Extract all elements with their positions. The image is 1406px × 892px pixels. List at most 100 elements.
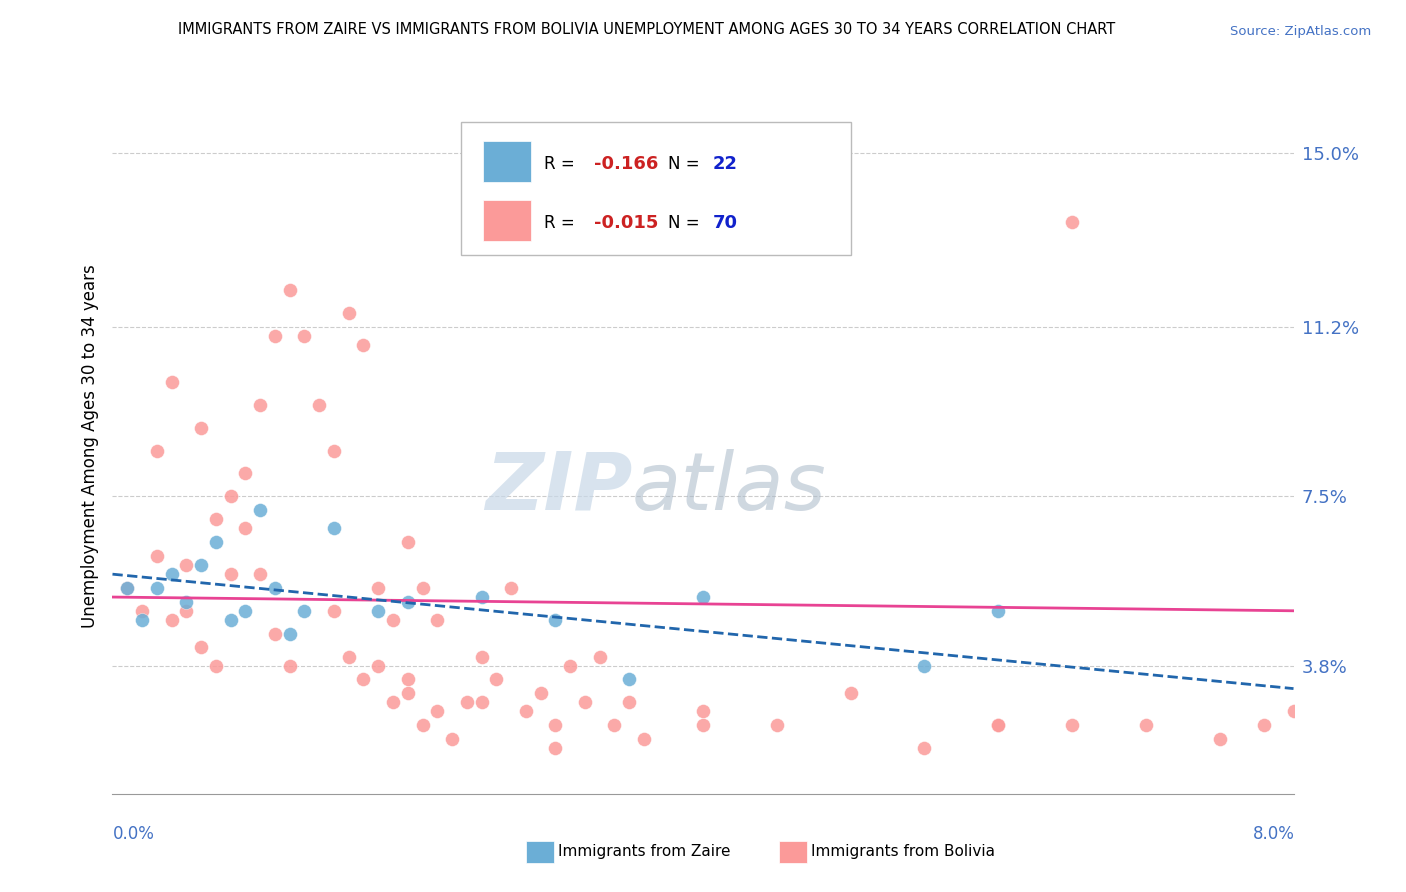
Point bbox=[367, 581, 389, 595]
Point bbox=[471, 590, 494, 604]
Text: 70: 70 bbox=[713, 214, 738, 232]
Point bbox=[131, 613, 153, 627]
Point bbox=[765, 718, 787, 732]
Point bbox=[367, 658, 389, 673]
Point bbox=[544, 613, 567, 627]
Point bbox=[205, 658, 228, 673]
Point bbox=[560, 658, 582, 673]
Point bbox=[278, 284, 301, 298]
Point bbox=[692, 705, 714, 719]
Point bbox=[471, 649, 494, 664]
Point bbox=[352, 673, 374, 687]
Point bbox=[544, 718, 567, 732]
Point bbox=[117, 581, 138, 595]
Point bbox=[914, 658, 936, 673]
Text: -0.166: -0.166 bbox=[595, 155, 659, 173]
Point bbox=[174, 558, 197, 572]
Point bbox=[1208, 731, 1232, 746]
Point bbox=[190, 640, 212, 655]
Point bbox=[219, 613, 242, 627]
Point bbox=[190, 420, 212, 434]
Point bbox=[382, 613, 405, 627]
Text: atlas: atlas bbox=[633, 449, 827, 527]
Point bbox=[146, 443, 169, 458]
Point bbox=[396, 535, 419, 549]
Text: R =: R = bbox=[544, 214, 579, 232]
Point bbox=[205, 512, 228, 526]
Point bbox=[588, 649, 610, 664]
Point bbox=[396, 673, 419, 687]
Point bbox=[323, 443, 346, 458]
Text: N =: N = bbox=[668, 155, 704, 173]
Point bbox=[117, 581, 138, 595]
Point bbox=[249, 567, 271, 582]
Point bbox=[426, 705, 449, 719]
Point bbox=[352, 338, 374, 352]
Text: Immigrants from Zaire: Immigrants from Zaire bbox=[558, 845, 731, 859]
Point bbox=[264, 626, 287, 640]
Point bbox=[574, 695, 596, 709]
Point bbox=[412, 718, 434, 732]
Point bbox=[160, 567, 183, 582]
Text: 22: 22 bbox=[713, 155, 738, 173]
Point bbox=[692, 590, 714, 604]
Text: N =: N = bbox=[668, 214, 704, 232]
Point bbox=[382, 695, 405, 709]
Point bbox=[233, 467, 256, 481]
Point bbox=[603, 718, 626, 732]
Text: 8.0%: 8.0% bbox=[1253, 825, 1295, 843]
Point bbox=[426, 613, 449, 627]
Point bbox=[337, 306, 360, 320]
Point bbox=[146, 549, 169, 563]
Point bbox=[633, 731, 655, 746]
Point bbox=[515, 705, 537, 719]
Text: Source: ZipAtlas.com: Source: ZipAtlas.com bbox=[1230, 25, 1371, 38]
Text: R =: R = bbox=[544, 155, 579, 173]
Point bbox=[987, 718, 1010, 732]
Point bbox=[233, 604, 256, 618]
Point bbox=[160, 375, 183, 389]
Point bbox=[249, 503, 271, 517]
Text: -0.015: -0.015 bbox=[595, 214, 659, 232]
Point bbox=[839, 686, 862, 700]
Text: Immigrants from Bolivia: Immigrants from Bolivia bbox=[811, 845, 995, 859]
FancyBboxPatch shape bbox=[484, 141, 530, 182]
Point bbox=[131, 604, 153, 618]
Point bbox=[367, 604, 389, 618]
Point bbox=[308, 398, 330, 412]
Point bbox=[219, 489, 242, 503]
FancyBboxPatch shape bbox=[484, 200, 530, 242]
Text: 0.0%: 0.0% bbox=[112, 825, 155, 843]
Point bbox=[1062, 215, 1084, 229]
Point bbox=[619, 673, 641, 687]
Point bbox=[914, 741, 936, 756]
Text: ZIP: ZIP bbox=[485, 449, 633, 527]
Point bbox=[174, 594, 197, 608]
Point bbox=[485, 673, 508, 687]
Point bbox=[174, 604, 197, 618]
Point bbox=[219, 567, 242, 582]
Point bbox=[160, 613, 183, 627]
Point bbox=[1062, 718, 1084, 732]
Point bbox=[249, 398, 271, 412]
Point bbox=[205, 535, 228, 549]
Point bbox=[278, 658, 301, 673]
Point bbox=[337, 649, 360, 664]
Point bbox=[1135, 718, 1157, 732]
Point bbox=[544, 741, 567, 756]
Text: IMMIGRANTS FROM ZAIRE VS IMMIGRANTS FROM BOLIVIA UNEMPLOYMENT AMONG AGES 30 TO 3: IMMIGRANTS FROM ZAIRE VS IMMIGRANTS FROM… bbox=[179, 22, 1115, 37]
Point bbox=[441, 731, 464, 746]
Point bbox=[412, 581, 434, 595]
Point bbox=[292, 604, 315, 618]
Y-axis label: Unemployment Among Ages 30 to 34 years: Unemployment Among Ages 30 to 34 years bbox=[80, 264, 98, 628]
Point bbox=[471, 695, 494, 709]
Point bbox=[692, 718, 714, 732]
Point bbox=[233, 521, 256, 535]
Point bbox=[292, 329, 315, 343]
Point bbox=[396, 594, 419, 608]
Point bbox=[987, 604, 1010, 618]
Point bbox=[501, 581, 523, 595]
Point bbox=[1253, 718, 1275, 732]
Point bbox=[278, 626, 301, 640]
Point bbox=[323, 521, 346, 535]
